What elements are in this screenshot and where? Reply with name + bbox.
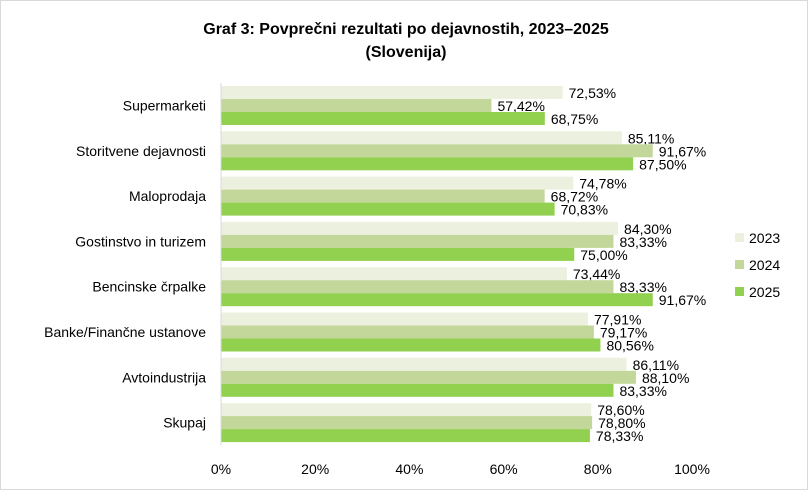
data-label: 91,67% xyxy=(659,143,706,159)
bar-2025 xyxy=(221,112,545,125)
data-label: 75,00% xyxy=(580,247,627,263)
category-label: Skupaj xyxy=(163,415,206,431)
bar-2024 xyxy=(221,370,636,384)
category-label: Gostinstvo in turizem xyxy=(75,233,206,249)
data-label: 70,83% xyxy=(561,202,608,218)
bar-2025 xyxy=(221,202,555,216)
bar-2023 xyxy=(221,176,574,190)
category-label: Avtoindustrija xyxy=(122,369,206,385)
data-label: 83,33% xyxy=(619,279,666,295)
category-label: Maloprodaja xyxy=(129,188,206,204)
bar-2023 xyxy=(221,403,592,417)
bar-2023 xyxy=(221,357,627,371)
bar-2024 xyxy=(221,189,545,203)
category-label: Supermarketi xyxy=(123,98,206,114)
data-label: 88,10% xyxy=(642,370,689,386)
bar-2025 xyxy=(221,429,590,443)
legend-swatch-2024 xyxy=(735,260,744,269)
data-label: 72,53% xyxy=(569,85,616,101)
legend-swatch-2023 xyxy=(735,233,744,242)
data-label: 57,42% xyxy=(497,98,544,114)
chart-title: Graf 3: Povprečni rezultati po dejavnost… xyxy=(203,21,609,38)
bar-2023 xyxy=(221,267,567,281)
category-label: Storitvene dejavnosti xyxy=(76,143,206,159)
bar-2025 xyxy=(221,293,653,307)
bar-2024 xyxy=(221,280,614,294)
bar-2024 xyxy=(221,99,492,112)
legend-swatch-2025 xyxy=(735,287,744,296)
data-label: 84,30% xyxy=(624,221,671,237)
data-label: 68,75% xyxy=(551,111,598,127)
data-label: 83,33% xyxy=(619,383,666,399)
legend-label: 2023 xyxy=(749,230,780,246)
x-tick-label: 60% xyxy=(490,461,518,477)
category-label: Bencinske črpalke xyxy=(92,279,206,295)
data-label: 79,17% xyxy=(600,325,647,341)
bar-2023 xyxy=(221,221,619,235)
data-label: 91,67% xyxy=(659,292,706,308)
x-tick-label: 20% xyxy=(301,461,329,477)
chart-subtitle: (Slovenija) xyxy=(366,44,447,61)
category-label: Banke/Finančne ustanove xyxy=(44,324,206,340)
data-label: 68,72% xyxy=(551,189,598,205)
data-label: 74,78% xyxy=(579,176,626,192)
bar-2024 xyxy=(221,144,653,158)
bar-2023 xyxy=(221,131,622,145)
data-label: 77,91% xyxy=(594,312,641,328)
bar-2024 xyxy=(221,416,593,430)
bar-2024 xyxy=(221,234,614,248)
data-label: 86,11% xyxy=(633,357,679,373)
bar-2025 xyxy=(221,338,601,352)
data-label: 73,44% xyxy=(573,266,620,282)
x-tick-label: 40% xyxy=(395,461,423,477)
data-label: 78,33% xyxy=(596,428,643,444)
legend-label: 2025 xyxy=(749,284,780,300)
bar-2023 xyxy=(221,86,563,99)
data-label: 87,50% xyxy=(639,156,686,172)
x-tick-label: 100% xyxy=(674,461,710,477)
legend-label: 2024 xyxy=(749,257,780,273)
data-label: 78,80% xyxy=(598,415,645,431)
bar-2025 xyxy=(221,157,634,171)
bar-2025 xyxy=(221,247,575,261)
data-label: 85,11% xyxy=(628,130,674,146)
x-tick-label: 80% xyxy=(584,461,612,477)
data-label: 78,60% xyxy=(597,402,644,418)
bar-2024 xyxy=(221,325,594,339)
bar-2025 xyxy=(221,383,614,397)
data-label: 83,33% xyxy=(619,234,666,250)
bar-2023 xyxy=(221,312,588,326)
x-tick-label: 0% xyxy=(211,461,231,477)
data-label: 80,56% xyxy=(606,338,653,354)
